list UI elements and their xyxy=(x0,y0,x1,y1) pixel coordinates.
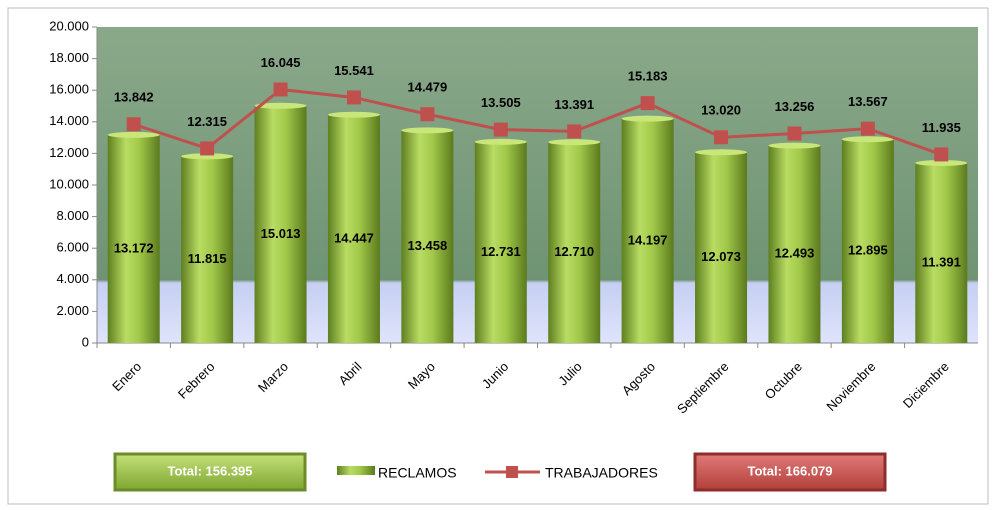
bar xyxy=(621,118,674,343)
line xyxy=(133,87,942,156)
line-marker xyxy=(714,130,729,145)
line-marker xyxy=(493,122,508,137)
bar-value-label: 13.172 xyxy=(114,240,154,255)
bar xyxy=(474,141,527,343)
y-tick-label: 6.000 xyxy=(56,240,89,255)
bar-value-label: 11.815 xyxy=(188,251,227,266)
y-tick-label: 0 xyxy=(82,334,89,349)
total-box xyxy=(693,452,887,492)
bar-value-label: 12.073 xyxy=(701,249,741,264)
line-marker xyxy=(567,124,582,139)
bar xyxy=(768,145,821,343)
bar-top xyxy=(768,142,821,149)
bar xyxy=(401,130,454,343)
line-marker xyxy=(787,126,802,141)
bar-top xyxy=(695,149,748,156)
line-value-label: 14.479 xyxy=(407,80,447,95)
total-label: Total: 166.079 xyxy=(747,463,832,478)
y-tick-label: 16.000 xyxy=(49,82,89,97)
plot-area xyxy=(97,27,978,343)
bar-value-label: 12.493 xyxy=(775,246,815,261)
bar-value-label: 14.447 xyxy=(334,230,374,245)
bar xyxy=(548,142,601,343)
line-value-label: 11.935 xyxy=(922,120,961,135)
bar-top xyxy=(327,111,380,118)
bar-top xyxy=(401,127,454,134)
y-tick-label: 10.000 xyxy=(49,176,89,191)
line-value-label: 15.541 xyxy=(334,63,374,78)
legend-marker xyxy=(506,466,518,478)
bar-value-label: 12.710 xyxy=(554,244,594,259)
bar-value-label: 11.391 xyxy=(922,254,961,269)
y-tick-label: 8.000 xyxy=(56,208,89,223)
line-marker xyxy=(640,96,655,111)
bar-top xyxy=(621,115,674,122)
bar-value-label: 14.197 xyxy=(628,232,668,247)
line-value-label: 13.020 xyxy=(701,103,741,118)
legend-label: RECLAMOS xyxy=(378,465,457,481)
bar-top xyxy=(254,102,307,109)
line-marker xyxy=(346,90,361,105)
line-value-label: 13.505 xyxy=(481,95,521,110)
line-value-label: 13.256 xyxy=(775,99,815,114)
y-tick-label: 12.000 xyxy=(49,145,89,160)
bar-top xyxy=(107,131,160,138)
line-value-label: 15.183 xyxy=(628,69,668,84)
line-marker xyxy=(126,117,141,132)
line-value-label: 12.315 xyxy=(187,114,227,129)
y-tick-label: 2.000 xyxy=(56,303,89,318)
legend-label: TRABAJADORES xyxy=(545,465,658,481)
line-value-label: 13.842 xyxy=(114,90,154,105)
line-marker xyxy=(273,82,288,97)
line-value-label: 13.567 xyxy=(848,94,888,109)
line-marker xyxy=(420,107,435,122)
legend-swatch xyxy=(337,466,375,475)
y-tick-label: 4.000 xyxy=(56,271,89,286)
line-value-label: 16.045 xyxy=(261,55,301,70)
total-label: Total: 156.395 xyxy=(167,463,252,478)
bar-top xyxy=(548,139,601,146)
total-box xyxy=(113,452,307,492)
bar-value-label: 12.731 xyxy=(481,244,521,259)
bar xyxy=(327,114,380,343)
bar-top xyxy=(474,138,527,145)
bar xyxy=(254,105,307,343)
bar xyxy=(695,152,748,343)
line-marker xyxy=(200,141,215,156)
bar-top xyxy=(915,160,968,167)
bar-top xyxy=(841,136,894,143)
bar xyxy=(107,134,160,343)
bar-value-label: 13.458 xyxy=(407,238,447,253)
bar-top xyxy=(181,153,234,160)
bar-value-label: 12.895 xyxy=(848,243,888,258)
y-tick-label: 14.000 xyxy=(49,113,89,128)
bar-value-label: 15.013 xyxy=(261,226,301,241)
bar xyxy=(915,163,968,343)
y-tick-label: 18.000 xyxy=(49,50,89,65)
line-marker xyxy=(860,121,875,136)
bar xyxy=(841,139,894,343)
line-value-label: 13.391 xyxy=(554,97,594,112)
line-marker xyxy=(934,147,949,162)
y-tick-label: 20.000 xyxy=(49,18,89,33)
bar xyxy=(181,156,234,343)
